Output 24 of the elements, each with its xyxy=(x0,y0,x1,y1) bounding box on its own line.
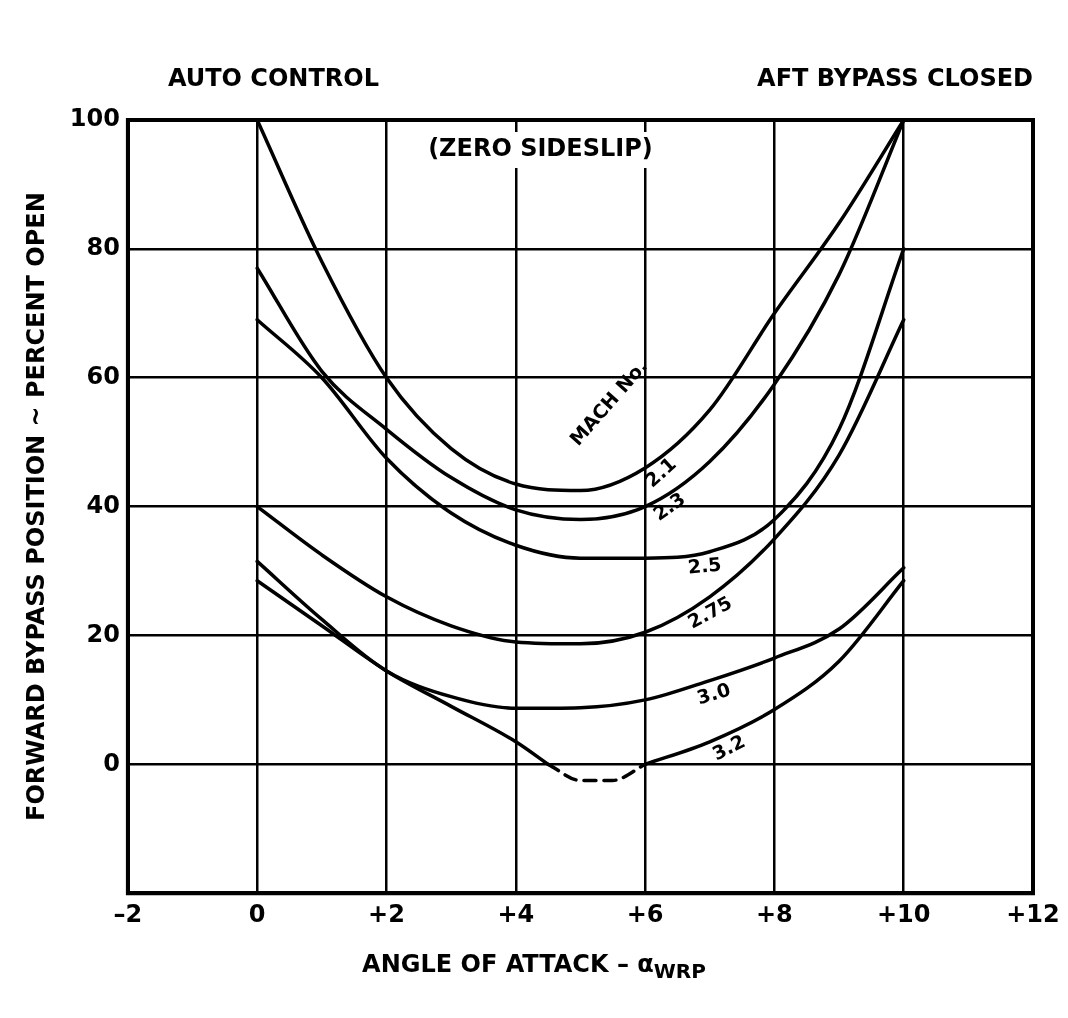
x-tick-label: +10 xyxy=(876,899,931,928)
text: 2.5 xyxy=(686,552,723,578)
x-tick-label: +2 xyxy=(368,899,405,928)
y-tick-label: 60 xyxy=(86,361,120,390)
x-tick-label: +8 xyxy=(755,899,793,928)
text: AUTO CONTROL xyxy=(167,64,380,93)
y-tick-label: 100 xyxy=(69,104,120,133)
text: 3.0 xyxy=(694,677,733,709)
x-tick-label: +12 xyxy=(1006,899,1060,928)
text: AFT BYPASS CLOSED xyxy=(757,64,1033,93)
x-tick-label: +6 xyxy=(626,899,664,928)
text: 2.75 xyxy=(683,590,736,633)
text: 3.2 xyxy=(708,729,749,765)
y-tick-label: 0 xyxy=(103,748,120,777)
y-tick-label: 40 xyxy=(86,490,120,519)
y-tick-label: 20 xyxy=(86,619,120,648)
y-tick-label: 80 xyxy=(86,233,120,262)
text: 2.1 xyxy=(640,452,681,492)
y-axis-title: FORWARD BYPASS POSITION ~ PERCENT OPEN xyxy=(21,192,50,821)
annotation: (ZERO SIDESLIP) xyxy=(428,134,653,163)
x-tick-label: +4 xyxy=(497,899,535,928)
x-axis-title: ANGLE OF ATTACK – α$_{WRP}$ xyxy=(361,950,707,983)
x-tick-label: 0 xyxy=(248,899,266,928)
x-tick-label: –2 xyxy=(113,899,143,928)
